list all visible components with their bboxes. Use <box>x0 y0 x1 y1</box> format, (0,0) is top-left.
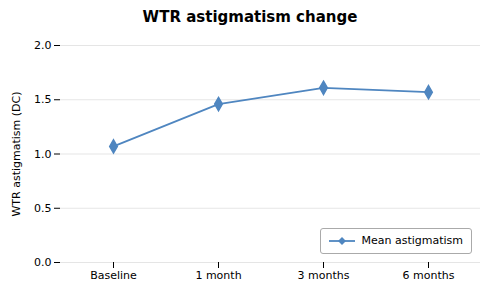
svg-text:Baseline: Baseline <box>90 269 137 282</box>
svg-text:3 months: 3 months <box>298 269 350 282</box>
svg-text:WTR astigmatism (DC): WTR astigmatism (DC) <box>10 91 23 216</box>
svg-text:0.0: 0.0 <box>34 256 52 269</box>
html-text:Mean astigmatism: Mean astigmatism <box>361 234 463 247</box>
svg-text:2.0: 2.0 <box>34 39 52 52</box>
html-text:WTR astigmatism change: WTR astigmatism change <box>142 8 358 26</box>
svg-text:0.5: 0.5 <box>34 202 52 215</box>
svg-text:1.0: 1.0 <box>34 148 52 161</box>
svg-text:1 month: 1 month <box>195 269 241 282</box>
svg-text:1.5: 1.5 <box>34 93 52 106</box>
svg-text:6 months: 6 months <box>403 269 455 282</box>
